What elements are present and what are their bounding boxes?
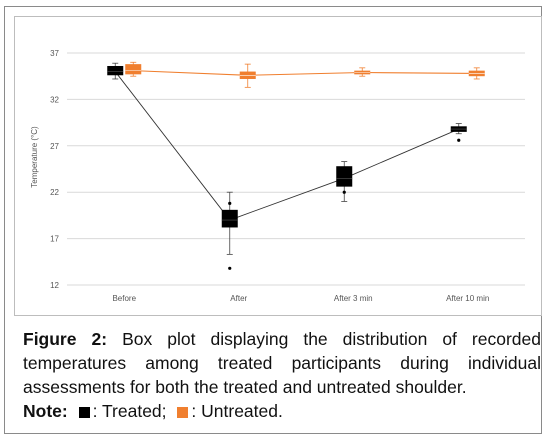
x-tick-label: After 3 min — [334, 294, 373, 303]
box-plot-chart: 37 32 27 22 17 12 Before After After 3 min After … — [30, 49, 525, 303]
outlier-point — [457, 138, 461, 142]
treated-box — [336, 161, 353, 202]
untreated-legend-text: : Untreated. — [191, 401, 283, 421]
box-iqr — [107, 65, 124, 76]
note-label: Note: — [23, 401, 68, 421]
treated-legend-text: : Treated; — [92, 401, 167, 421]
untreated-box — [354, 67, 371, 77]
median-line-untreated — [133, 70, 477, 76]
outlier-point — [228, 266, 232, 270]
treated-box — [107, 62, 124, 80]
caption-paragraph: Figure 2: Box plot displaying the distri… — [23, 327, 541, 399]
untreated-box — [468, 67, 485, 80]
outlier-point — [342, 190, 346, 194]
figure-caption: Figure 2: Box plot displaying the distri… — [23, 327, 541, 423]
outlier-point — [228, 201, 232, 205]
y-tick-label: 37 — [50, 49, 59, 58]
box-iqr — [336, 166, 353, 187]
figure-text: Box plot displaying the distribution of … — [23, 329, 541, 397]
y-tick-label: 22 — [50, 188, 59, 197]
untreated-box — [125, 61, 142, 77]
median-line-treated — [114, 71, 459, 221]
figure-frame: 37 32 27 22 17 12 Before After After 3 min After … — [4, 6, 542, 434]
box-iqr — [125, 64, 142, 75]
box-iqr — [221, 209, 238, 228]
treated-box — [450, 123, 467, 142]
note-line: Note: : Treated; : Untreated. — [23, 399, 541, 423]
y-tick-label: 27 — [50, 142, 59, 151]
x-tick-label: After 10 min — [446, 294, 489, 303]
x-tick-label: Before — [112, 294, 136, 303]
treated-box — [221, 191, 238, 270]
untreated-box — [239, 63, 256, 88]
figure-label: Figure 2: — [23, 329, 108, 349]
y-tick-label: 32 — [50, 95, 59, 104]
y-tick-label: 17 — [50, 235, 59, 244]
chart-panel: 37 32 27 22 17 12 Before After After 3 min After … — [14, 16, 542, 316]
y-tick-label: 12 — [50, 281, 59, 290]
x-tick-label: After — [230, 294, 247, 303]
y-axis-label: Temperature (°C) — [30, 126, 39, 188]
treated-swatch — [78, 407, 90, 418]
untreated-swatch — [177, 407, 189, 418]
